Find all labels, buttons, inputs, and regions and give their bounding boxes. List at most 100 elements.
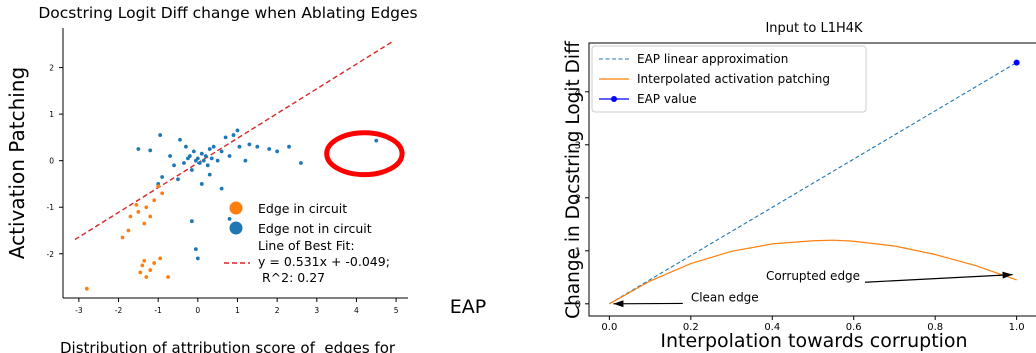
scatter-x-tick-label: 1 (235, 306, 240, 315)
point-edge-in-circuit (158, 256, 163, 261)
line-x-ticks: 0.0 0.2 0.4 0.6 0.8 1.0 (601, 316, 1025, 333)
line-y-tick-label: 2 (575, 193, 581, 204)
point-edge-in-circuit (152, 261, 157, 265)
point-edge-not-in-circuit (255, 144, 260, 149)
scatter-y-ticks: -2 -1 0 1 2 (47, 64, 63, 259)
point-edge-not-in-circuit (186, 156, 190, 161)
point-edge-not-in-circuit (209, 156, 214, 161)
point-edge-not-in-circuit (182, 161, 186, 165)
scatter-y-tick-label: 0 (49, 157, 54, 166)
line-x-tick-label: 0.8 (927, 322, 943, 333)
scatter-x-tick-label: -1 (154, 306, 162, 315)
legend-label-eap-linear: EAP linear approximation (637, 52, 788, 66)
scatter-y-label: Activation Patching (5, 67, 29, 259)
point-edge-not-in-circuit (195, 156, 200, 161)
point-edge-not-in-circuit (235, 128, 240, 133)
point-edge-not-in-circuit (197, 161, 202, 165)
point-edge-not-in-circuit (160, 175, 165, 179)
point-edge-not-in-circuit (189, 219, 194, 224)
legend-label-best-fit: Line of Best Fit: (258, 238, 355, 253)
point-edge-in-circuit (138, 270, 143, 275)
line-x-tick-label: 1.0 (1009, 322, 1025, 333)
scatter-points (84, 128, 379, 291)
point-edge-not-in-circuit (237, 144, 242, 149)
point-edge-in-circuit (140, 263, 145, 268)
point-edge-in-circuit (136, 209, 141, 214)
point-edge-not-in-circuit (287, 144, 291, 149)
scatter-legend: Edge in circuit Edge not in circuit Line… (224, 201, 390, 285)
point-edge-in-circuit (144, 275, 149, 279)
scatter-chart: Docstring Logit Diff change when Ablatin… (5, 4, 486, 318)
point-edge-not-in-circuit (227, 154, 232, 158)
point-edge-not-in-circuit (267, 147, 272, 151)
scatter-x-tick-label: -2 (115, 306, 123, 315)
point-edge-in-circuit (156, 184, 161, 189)
point-edge-not-in-circuit (191, 149, 196, 154)
legend-marker-eap-value-dot (611, 96, 617, 102)
highlight-ellipse (324, 130, 405, 178)
line-legend: EAP linear approximation Interpolated ac… (591, 45, 867, 113)
point-edge-not-in-circuit (172, 163, 176, 168)
point-edge-not-in-circuit (227, 216, 232, 221)
point-edge-not-in-circuit (211, 144, 216, 149)
point-edge-in-circuit (142, 258, 147, 263)
legend-label-edge-in-circuit: Edge in circuit (258, 201, 347, 216)
point-edge-not-in-circuit (184, 144, 188, 149)
point-edge-not-in-circuit (223, 135, 228, 140)
point-edge-in-circuit (142, 221, 147, 226)
legend-label-best-fit-r2: R^2: 0.27 (258, 270, 325, 285)
scatter-x-tick-label: 3 (314, 306, 319, 315)
point-edge-not-in-circuit (207, 147, 212, 151)
point-edge-not-in-circuit (199, 151, 204, 156)
line-y-tick-label: 4 (575, 87, 581, 98)
scatter-x-tick-label: 0 (195, 306, 200, 315)
point-edge-in-circuit (128, 214, 133, 219)
point-edge-not-in-circuit (215, 158, 220, 163)
point-edge-not-in-circuit (247, 142, 252, 147)
line-y-ticks: 0 1 2 3 4 (575, 87, 589, 310)
point-edge-in-circuit (120, 235, 125, 240)
scatter-x-tick-label: -3 (75, 306, 83, 315)
scatter-y-tick-label: -1 (47, 203, 55, 212)
legend-marker-edge-in-circuit (229, 201, 243, 215)
annotation-label: Clean edge (691, 290, 759, 304)
point-edge-not-in-circuit (193, 247, 198, 252)
point-edge-not-in-circuit (219, 186, 224, 191)
point-edge-not-in-circuit (205, 163, 210, 168)
point-edge-in-circuit (166, 275, 170, 279)
point-edge-not-in-circuit (231, 133, 236, 137)
eap-linear-approximation-line (609, 62, 1017, 305)
point-edge-in-circuit (144, 205, 149, 210)
scatter-y-tick-label: 2 (49, 64, 54, 73)
point-edge-in-circuit (134, 202, 139, 207)
annotation-arrow-shaft (864, 274, 1013, 283)
annotation-arrow-head (613, 300, 624, 308)
point-edge-in-circuit (126, 228, 131, 233)
legend-label-eap-value: EAP value (637, 92, 697, 106)
line-y-label: Change in Docstring Logit Diff (563, 40, 584, 319)
line-x-tick-label: 0.0 (601, 322, 617, 333)
point-edge-not-in-circuit (207, 172, 212, 177)
scatter-y-tick-label: -2 (47, 250, 55, 259)
point-edge-not-in-circuit (275, 149, 280, 154)
caption-fragment: Distribution of attribution score of edg… (60, 339, 396, 353)
scatter-title: Docstring Logit Diff change when Ablatin… (38, 4, 417, 22)
line-legend-box (591, 45, 867, 113)
interpolated-activation-patching-curve (609, 239, 1017, 305)
point-edge-not-in-circuit (158, 133, 163, 137)
legend-label-best-fit-equation: y = 0.531x + -0.049; (258, 254, 390, 269)
point-edge-not-in-circuit (299, 161, 303, 165)
scatter-x-tick-label: 5 (394, 306, 399, 315)
line-chart: Input to L1H4K 0.0 0.2 0.4 0.6 0.8 1.0 01234 … (563, 21, 1036, 352)
point-edge-not-in-circuit (195, 256, 200, 261)
legend-label-interpolated: Interpolated activation patching (637, 72, 830, 86)
point-edge-in-circuit (160, 191, 165, 196)
line-x-label: Interpolation towards corruption (660, 330, 967, 352)
line-y-tick-label: 1 (575, 246, 581, 257)
point-edge-not-in-circuit (176, 177, 180, 182)
point-edge-not-in-circuit (178, 137, 182, 142)
point-edge-not-in-circuit (199, 182, 204, 186)
line-y-tick-label: 3 (575, 140, 581, 151)
line-y-tick-label: 0 (575, 299, 581, 310)
